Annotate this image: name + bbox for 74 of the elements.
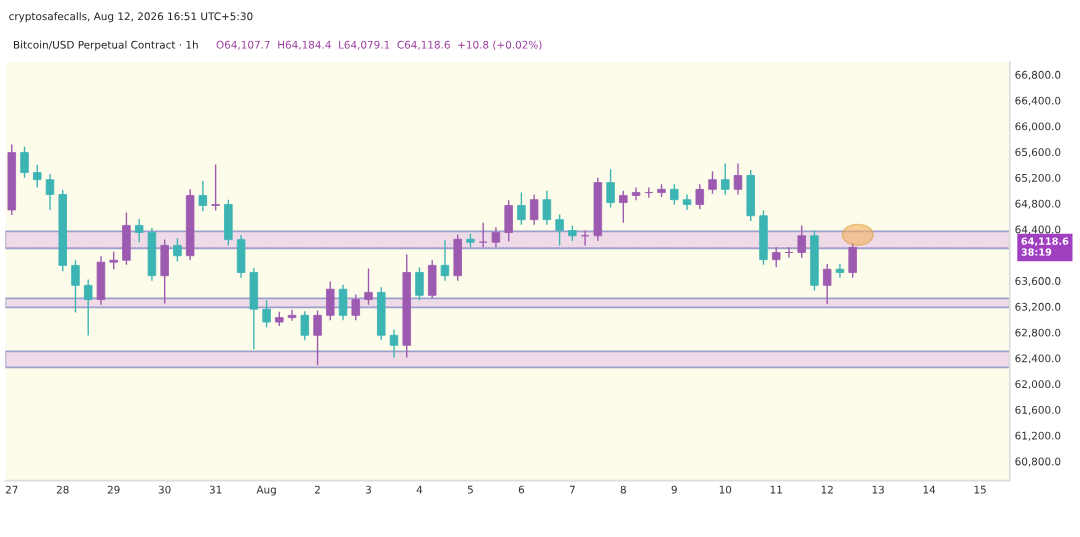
x-tick-label: 2 [315, 485, 320, 494]
y-tick-label: 62,800.0 [1015, 328, 1061, 338]
candlestick [364, 267, 373, 306]
x-tick-label: 8 [620, 485, 626, 494]
candlestick [45, 173, 55, 211]
candlestick [440, 239, 450, 282]
candlestick [262, 299, 271, 328]
y-tick-label: 66,400.0 [1015, 96, 1061, 106]
candlestick [733, 162, 743, 196]
candlestick [287, 309, 297, 322]
x-tick-label: 10 [719, 485, 732, 494]
candlestick [134, 218, 144, 243]
y-tick-label: 64,800.0 [1015, 199, 1061, 209]
x-tick-label: 3 [365, 485, 371, 494]
x-tick-label: 7 [569, 485, 575, 494]
candlestick [198, 180, 208, 212]
candlestick [211, 163, 220, 212]
candlestick [631, 186, 641, 201]
x-tick-label: 27 [5, 485, 18, 494]
x-tick-label: 6 [518, 485, 525, 494]
candlestick [173, 237, 182, 263]
x-tick-label: 28 [56, 485, 69, 494]
candlestick [71, 259, 80, 314]
candlestick [771, 246, 781, 269]
y-tick-label: 63,200.0 [1015, 302, 1061, 312]
x-tick-label: 13 [872, 485, 884, 494]
x-tick-label: 14 [923, 485, 936, 494]
candlestick [555, 213, 564, 247]
candlestick [529, 193, 539, 226]
y-tick-label: 65,600.0 [1015, 148, 1061, 158]
y-tick-label: 66,000.0 [1015, 122, 1061, 132]
y-tick-label: 63,600.0 [1015, 277, 1061, 287]
candlestick [517, 191, 526, 226]
x-tick-label: 31 [209, 485, 222, 494]
candlestick [415, 266, 424, 301]
x-tick-label: 4 [416, 485, 423, 494]
candlestick [695, 183, 705, 211]
candlestick [797, 224, 806, 259]
x-tick-label: 9 [671, 485, 677, 494]
y-tick-label: 66,800.0 [1015, 70, 1061, 80]
y-tick-label: 62,000.0 [1015, 380, 1061, 390]
candlestick [33, 164, 42, 189]
y-tick-label: 60,800.0 [1015, 457, 1061, 467]
candlestick [351, 293, 361, 321]
text: cryptosafecalls, Aug 12, 2026 16:51 UTC+5:30 [9, 12, 253, 23]
candlestick [721, 162, 730, 196]
y-tick-label: 61,600.0 [1015, 405, 1061, 415]
chart-title: Bitcoin/USD Perpetual Contract · 1h [13, 40, 198, 51]
y-tick-label: 61,200.0 [1015, 431, 1061, 441]
y-tick-label: 65,200.0 [1015, 173, 1061, 183]
y-tick-label: 64,400.0 [1015, 225, 1061, 235]
candlestick [619, 189, 628, 224]
candlestick [670, 183, 679, 206]
candlestick [389, 329, 399, 359]
candlestick [835, 263, 845, 279]
ref-line-label: 64,118.6 38:19 [1021, 237, 1069, 256]
candlestick [300, 310, 310, 341]
x-tick-label: 30 [158, 485, 171, 494]
y-tick-label: 62,400.0 [1015, 354, 1061, 364]
x-tick-label: 11 [770, 485, 782, 494]
candlestick [491, 226, 501, 249]
x-tick-label: 15 [974, 485, 986, 494]
candlestick [20, 146, 29, 179]
x-tick-label: Aug [256, 485, 276, 496]
candlestick [606, 168, 615, 209]
candlestick [83, 278, 93, 337]
x-tick-label: 29 [107, 485, 120, 494]
chart-subtitle: O64,107.7 H64,184.4 L64,079.1 C64,118.6 +10.8 (+0.02%) [216, 40, 542, 50]
x-tick-label: 5 [467, 485, 473, 494]
x-tick-label: 12 [821, 485, 833, 494]
candlestick [822, 263, 832, 306]
candlestick [542, 189, 552, 226]
candlestick [313, 309, 322, 366]
candlestick [708, 170, 717, 195]
